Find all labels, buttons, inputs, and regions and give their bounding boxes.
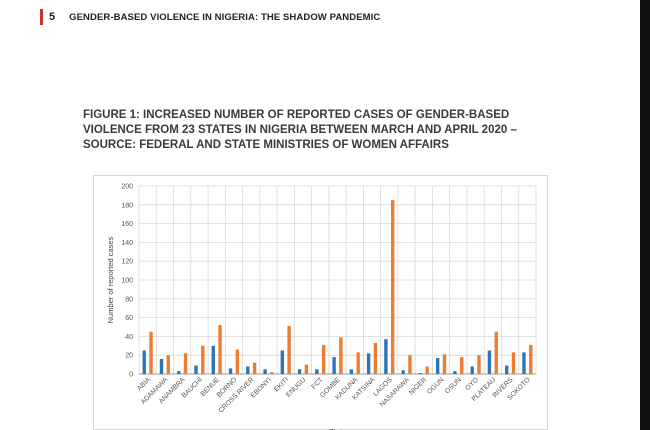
bar-oyo-s2 bbox=[477, 355, 481, 374]
y-tick-label: 100 bbox=[121, 278, 133, 285]
window-edge bbox=[640, 0, 650, 430]
x-category-label: NIGER bbox=[408, 376, 428, 396]
bar-fct-s2 bbox=[321, 344, 326, 374]
bar-rivers-s1 bbox=[505, 365, 509, 374]
bar-gombe-s2 bbox=[339, 337, 343, 374]
bar-anambra-s1 bbox=[177, 371, 181, 374]
bar-ebonyi-s2 bbox=[270, 372, 274, 374]
bar-osun-s2 bbox=[460, 357, 464, 374]
bar-abia-s1 bbox=[142, 350, 146, 374]
page-header: 5 GENDER-BASED VIOLENCE IN NIGERIA: THE … bbox=[40, 8, 380, 26]
x-category-label: OGUN bbox=[426, 376, 445, 395]
page-number: 5 bbox=[49, 11, 56, 23]
y-tick-label: 160 bbox=[121, 221, 133, 228]
bar-cross-river-s2 bbox=[252, 362, 257, 374]
bar-nasarawa-s2 bbox=[408, 355, 412, 374]
header-accent-bar bbox=[40, 9, 43, 25]
figure-title-line: SOURCE: FEDERAL AND STATE MINISTRIES OF … bbox=[83, 139, 449, 151]
running-title: GENDER-BASED VIOLENCE IN NIGERIA: THE SH… bbox=[69, 11, 381, 23]
bar-ekiti-s2 bbox=[287, 326, 291, 374]
bar-borno-s2 bbox=[235, 349, 240, 374]
bar-kaduna-s2 bbox=[356, 352, 360, 374]
bar-gombe-s1 bbox=[332, 357, 336, 374]
bar-ekiti-s1 bbox=[280, 350, 285, 374]
y-tick-label: 20 bbox=[125, 353, 133, 360]
bar-benue-s2 bbox=[218, 325, 222, 374]
figure-title: FIGURE 1: INCREASED NUMBER OF REPORTED C… bbox=[83, 108, 553, 153]
bar-niger-s2 bbox=[425, 366, 429, 374]
bar-ogun-s2 bbox=[442, 354, 447, 374]
bar-rivers-s2 bbox=[511, 352, 516, 374]
bar-plateau-s2 bbox=[494, 331, 498, 374]
bar-adamawa-s1 bbox=[159, 358, 164, 374]
bar-osun-s1 bbox=[453, 371, 457, 374]
bar-adamawa-s2 bbox=[166, 355, 170, 374]
bar-borno-s1 bbox=[228, 368, 233, 374]
bar-abia-s2 bbox=[149, 331, 153, 374]
y-tick-label: 0 bbox=[129, 372, 133, 379]
y-tick-label: 40 bbox=[125, 334, 133, 341]
figure-title-line: VIOLENCE FROM 23 STATES IN NIGERIA BETWE… bbox=[83, 124, 517, 136]
x-category-label: OSUN bbox=[444, 376, 463, 395]
y-tick-label: 80 bbox=[125, 296, 133, 303]
y-tick-label: 60 bbox=[125, 315, 133, 322]
y-axis-title: Number of reported cases bbox=[106, 236, 115, 323]
bar-ebonyi-s1 bbox=[263, 369, 267, 374]
bar-cross-river-s1 bbox=[246, 366, 250, 374]
bar-niger-s1 bbox=[418, 373, 423, 374]
bar-anambra-s2 bbox=[183, 353, 188, 374]
bar-bauchi-s1 bbox=[194, 365, 198, 374]
bar-plateau-s1 bbox=[487, 350, 492, 374]
bar-katsina-s1 bbox=[366, 353, 371, 374]
bar-lagos-s1 bbox=[384, 339, 388, 374]
bar-sokoto-s1 bbox=[522, 352, 526, 374]
y-tick-label: 200 bbox=[121, 184, 133, 191]
bar-chart: 020406080100120140160180200ABIAADAMAWAAN… bbox=[106, 184, 537, 430]
chart-frame: 0 20 40 60 80 100 120 140 160 180 200 ABIA ADAMAWA AN… bbox=[93, 175, 548, 430]
bar-kaduna-s1 bbox=[349, 369, 354, 374]
bar-sokoto-s2 bbox=[529, 344, 533, 374]
bar-enugu-s1 bbox=[297, 369, 302, 374]
y-tick-label: 140 bbox=[121, 240, 133, 247]
bar-benue-s1 bbox=[211, 345, 215, 374]
bar-fct-s1 bbox=[315, 369, 319, 374]
figure-title-line: FIGURE 1: INCREASED NUMBER OF REPORTED C… bbox=[83, 109, 510, 121]
bar-bauchi-s2 bbox=[201, 345, 205, 374]
bar-nasarawa-s1 bbox=[401, 370, 405, 374]
bar-lagos-s2 bbox=[390, 200, 395, 374]
y-tick-label: 180 bbox=[121, 202, 133, 209]
x-axis-title: State bbox=[329, 427, 347, 430]
bar-ogun-s1 bbox=[435, 358, 440, 374]
bar-oyo-s1 bbox=[470, 366, 474, 374]
bar-enugu-s2 bbox=[304, 364, 309, 374]
bar-katsina-s2 bbox=[373, 342, 378, 374]
y-tick-label: 120 bbox=[121, 259, 133, 266]
x-category-label: FCT bbox=[310, 376, 324, 390]
